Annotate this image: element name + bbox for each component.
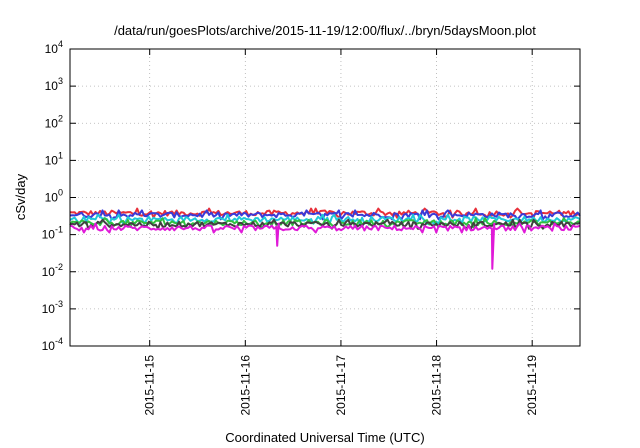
y-tick-label: 103 [45,76,63,93]
y-tick-label: 10-2 [42,262,63,279]
y-tick-label: 10-1 [42,225,63,242]
x-tick-label: 2015-11-16 [238,355,252,416]
series-line-4 [69,217,581,229]
y-tick-label: 10-3 [42,299,63,316]
y-tick-label: 102 [45,113,63,130]
x-tick-label: 2015-11-15 [143,355,157,416]
y-tick-label: 104 [45,39,63,56]
chart-title: /data/run/goesPlots/archive/2015-11-19/1… [114,23,536,38]
series-line-1 [69,207,581,219]
y-tick-labels: 10-4 10-3 10-2 10-1 100 101 102 103 104 [42,39,63,353]
y-tick-label: 101 [45,150,63,167]
y-tick-label: 10-4 [42,336,63,353]
x-tick-label: 2015-11-19 [525,355,539,416]
x-axis-label: Coordinated Universal Time (UTC) [225,430,424,445]
axis-ticks [70,48,580,347]
series-line-2 [69,209,581,221]
x-tick-label: 2015-11-18 [430,355,444,416]
y-axis-label: cSv/day [13,173,28,220]
series-line-6 [69,222,581,270]
series-lines [69,207,581,270]
x-tick-label: 2015-11-17 [334,355,348,416]
y-tick-label: 100 [45,188,63,205]
grid [70,49,580,346]
x-tick-labels: 2015-11-15 2015-11-16 2015-11-17 2015-11-18… [143,355,540,416]
